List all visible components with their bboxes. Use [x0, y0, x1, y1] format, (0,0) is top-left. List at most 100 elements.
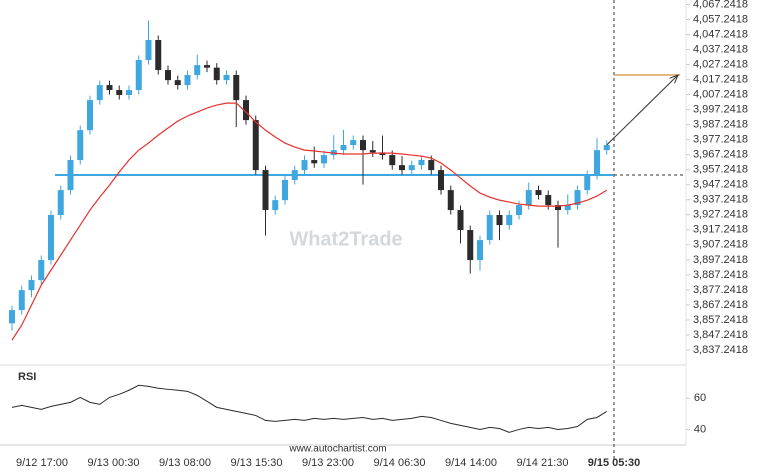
arrow-head [669, 74, 679, 84]
candle-body [369, 150, 376, 153]
y-tick-label: 4,057.2418 [693, 13, 748, 25]
y-tick-label: 3,837.2418 [693, 344, 748, 356]
candle-body [174, 80, 181, 86]
y-tick-label: 3,867.2418 [693, 299, 748, 311]
y-tick-label: 4,017.2418 [693, 74, 748, 86]
candle-body [506, 215, 513, 226]
x-tick-label: 9/14 21:30 [517, 457, 569, 469]
y-tick-label: 3,977.2418 [693, 134, 748, 146]
candle-body [389, 155, 396, 166]
candle-body [399, 165, 405, 171]
candle-body [584, 175, 591, 191]
candle-body [603, 145, 610, 151]
candle-body [301, 160, 308, 171]
watermark: What2Trade [289, 228, 402, 250]
candle-body [564, 205, 571, 211]
y-tick-label: 4,027.2418 [693, 58, 748, 70]
candle-body [233, 75, 240, 101]
candle-body [262, 170, 269, 211]
x-tick-label: 9/15 05:30 [588, 457, 641, 469]
candle-body [67, 160, 74, 191]
y-tick-label: 3,937.2418 [693, 194, 748, 206]
candle-body [418, 160, 425, 166]
x-tick-label: 9/13 00:30 [88, 457, 140, 469]
candle-body [213, 67, 220, 81]
y-tick-label: 4,037.2418 [693, 43, 748, 55]
y-tick-label: 3,987.2418 [693, 119, 748, 131]
y-tick-label: 3,957.2418 [693, 164, 748, 176]
y-tick-label: 3,907.2418 [693, 239, 748, 251]
candle-body [282, 180, 288, 201]
candle-body [184, 75, 191, 86]
candle-body [204, 65, 210, 68]
candle-body [77, 130, 84, 161]
candle-body [428, 160, 435, 171]
x-tick-label: 9/13 15:30 [231, 457, 283, 469]
candle-body [145, 40, 152, 60]
candle-body [194, 65, 201, 76]
y-tick-label: 3,877.2418 [693, 284, 748, 296]
candle-body [135, 59, 142, 91]
candle-body [535, 190, 542, 196]
y-tick-label: 3,997.2418 [693, 104, 748, 116]
x-tick-label: 9/13 23:00 [302, 457, 354, 469]
candle-body [457, 210, 464, 231]
y-tick-label: 4,007.2418 [693, 89, 748, 101]
y-tick-label: 4,067.2418 [693, 0, 748, 10]
rsi-title: RSI [18, 371, 36, 383]
candle-body [379, 152, 386, 156]
candle-body [574, 190, 581, 206]
candle-body [272, 200, 279, 211]
candle-body [545, 195, 552, 206]
x-tick-label: 9/14 06:30 [374, 457, 426, 469]
candle-body [477, 240, 483, 261]
candle-body [252, 120, 259, 171]
x-tick-label: 9/12 17:00 [16, 457, 68, 469]
candle-body [291, 170, 298, 181]
y-tick-label: 3,967.2418 [693, 149, 748, 161]
moving-average [11, 102, 608, 341]
candle-body [525, 190, 532, 206]
y-tick-label: 3,887.2418 [693, 269, 748, 281]
rsi-line [11, 384, 608, 433]
candle-body [438, 170, 444, 191]
candle-body [165, 70, 171, 81]
x-tick-label: 9/13 08:00 [159, 457, 211, 469]
y-tick-label: 3,897.2418 [693, 254, 748, 266]
candle-body [594, 150, 600, 176]
candle-body [116, 90, 123, 95]
candle-body [126, 90, 132, 95]
candle-body [516, 205, 522, 216]
candle-body [223, 75, 230, 81]
forecast-arrow [606, 74, 679, 146]
candle-body [340, 145, 347, 151]
candle-body [486, 215, 493, 241]
y-tick-label: 3,917.2418 [693, 224, 748, 236]
rsi-tick-label: 40 [694, 423, 706, 435]
candle-body [96, 85, 103, 101]
y-tick-label: 3,847.2418 [693, 329, 748, 341]
candle-body [360, 140, 366, 151]
candle-body [311, 160, 318, 164]
y-tick-label: 4,047.2418 [693, 28, 748, 40]
candle-body [155, 40, 162, 71]
y-tick-label: 3,927.2418 [693, 209, 748, 221]
candle-body [48, 215, 54, 261]
candle-body [321, 155, 327, 164]
candle-body [87, 100, 93, 131]
candle-body [447, 190, 454, 211]
candle-body [496, 215, 503, 226]
candle-body [350, 140, 357, 146]
source: www.autochartist.com [288, 444, 386, 455]
y-tick-label: 3,857.2418 [693, 314, 748, 326]
candle-body [18, 290, 25, 311]
candle-body [467, 230, 474, 261]
candle-body [57, 190, 64, 216]
candle-body [28, 280, 35, 291]
candle-body [243, 100, 249, 121]
candle-body [106, 85, 113, 91]
candle-body [408, 165, 415, 171]
candle-body [38, 260, 45, 281]
candle-body [9, 310, 15, 324]
